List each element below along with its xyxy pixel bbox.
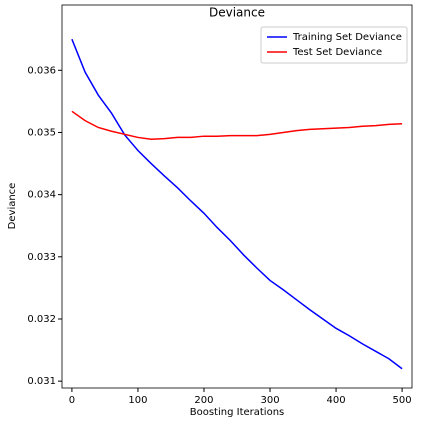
plot-frame — [61, 4, 413, 389]
x-tick-label: 200 — [194, 395, 213, 406]
legend-label: Training Set Deviance — [292, 32, 402, 43]
y-tick-label: 0.036 — [27, 65, 56, 76]
y-axis-label: Deviance — [7, 183, 18, 230]
x-tick-label: 0 — [69, 395, 75, 406]
y-tick-label: 0.033 — [27, 252, 56, 263]
chart-title: Deviance — [209, 6, 265, 20]
line-series — [71, 110, 403, 141]
x-axis-label: Boosting Iterations — [190, 407, 285, 418]
x-tick-label: 100 — [128, 395, 147, 406]
x-tick-label: 500 — [393, 395, 412, 406]
x-tick-label: 400 — [327, 395, 346, 406]
y-tick-label: 0.034 — [27, 190, 56, 201]
y-tick-label: 0.031 — [27, 376, 56, 387]
y-tick-label: 0.032 — [27, 314, 56, 325]
legend-label: Test Set Deviance — [292, 47, 382, 58]
legend-box — [260, 26, 408, 64]
y-tick-label: 0.035 — [27, 127, 56, 138]
line-series — [71, 38, 403, 370]
x-tick-label: 300 — [260, 395, 279, 406]
